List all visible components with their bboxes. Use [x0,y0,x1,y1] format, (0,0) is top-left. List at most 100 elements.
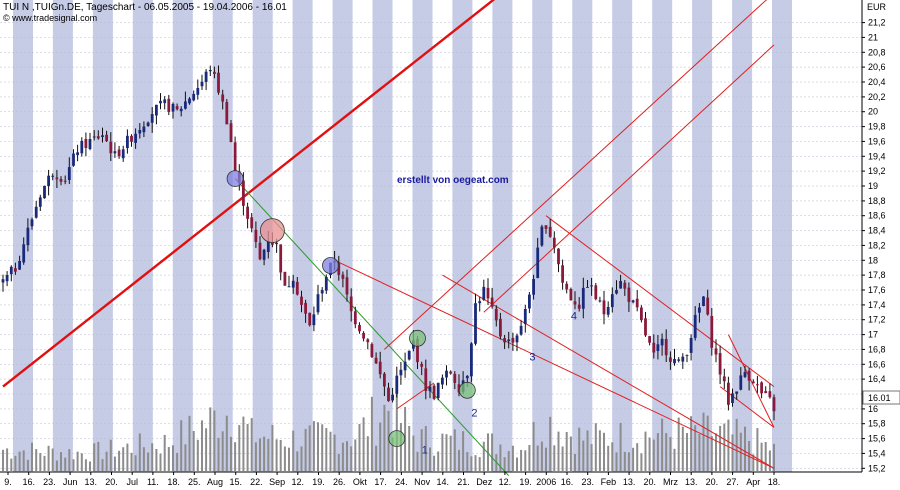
candle-body [652,342,656,353]
x-tick-label: 26. [333,477,346,487]
volume-bar [271,424,274,471]
candle-body [345,277,349,295]
volume-bar [503,457,506,471]
volume-bar [574,453,576,471]
candle-body [295,281,299,295]
candle-body [200,81,204,87]
candle-body [436,382,440,398]
volume-bar [366,436,369,471]
x-tick-label: 16. [561,477,574,487]
candle-body [349,296,353,312]
candle-body [358,324,361,332]
candle-body [727,382,730,405]
volume-bar [458,449,460,471]
candle-body [43,185,46,199]
volume-bar [283,446,286,471]
wave-label: 1 [422,444,428,456]
volume-bar [354,439,357,471]
candle-body [640,307,643,321]
candle-body [474,303,477,344]
final-wedge-upper [727,334,775,428]
volume-bar [491,433,494,471]
volume-bar [735,418,738,471]
candle-body [159,100,162,104]
volume-bar [391,437,394,471]
volume-bar [68,449,71,471]
volume-bar [694,425,697,471]
volume-bar [611,442,614,471]
volume-bar [532,422,535,471]
candle-body [208,70,212,72]
volume-bar [238,425,241,471]
y-tick-label: 15,2 [868,463,886,473]
volume-bar [18,451,21,471]
y-tick-label: 20,4 [868,77,886,87]
volume-bar [296,451,299,471]
week-stripe [772,0,792,472]
volume-bar [437,451,440,471]
candle-body [300,296,303,305]
x-tick-label: 27. [726,477,739,487]
candle-body [109,141,113,154]
x-tick-label: 24. [395,477,408,487]
volume-bar [545,447,547,471]
candle-body [465,375,469,379]
volume-bar [234,442,237,471]
candle-body [710,316,714,348]
x-tick-label: 21. [457,477,470,487]
volume-bar [101,459,104,471]
candle-body [557,248,560,265]
candle-body [656,344,660,351]
volume-bar [760,442,763,471]
y-tick-label: 19,6 [868,136,886,146]
candle-body [353,311,357,325]
candle-body [30,219,34,227]
volume-bar [246,424,249,471]
candle-body [669,357,672,362]
candle-body [544,225,548,229]
volume-bar [474,455,477,471]
candle-body [548,226,552,237]
candle-body [424,368,428,391]
volume-bar [6,448,9,471]
y-tick-label: 19,2 [868,166,886,176]
candle-body [768,391,772,398]
volume-bar [710,436,713,471]
candle-body [121,149,125,159]
candle-body [523,309,527,324]
volume-bar [375,445,378,471]
candle-body [519,325,523,335]
volume-bar [478,457,481,471]
volume-bar [462,431,465,471]
candle-body [403,361,407,371]
x-tick-label: 18. [768,477,781,487]
candle-body [457,384,461,393]
candle-body [76,152,79,156]
x-tick-label: 20. [644,477,657,487]
candle-body [320,290,324,294]
y-tick-label: 16 [868,404,878,414]
volume-bar [524,450,527,471]
volume-bar [138,433,141,471]
volume-bar [196,439,199,471]
candle-body [718,353,722,375]
week-stripe [452,0,473,472]
week-stripe [492,0,513,472]
y-tick-label: 20,8 [868,47,886,57]
volume-bar [64,457,67,471]
candle-body [511,337,515,343]
x-tick-label: 2006 [536,477,556,487]
volume-bar [470,456,473,471]
volume-bar [201,420,203,471]
y-tick-label: 17,8 [868,270,886,280]
volume-bar [690,416,693,471]
candle-body [217,72,220,93]
candle-body [490,297,494,307]
candle-body [441,377,444,385]
y-tick-label: 18,4 [868,226,886,236]
candle-body [84,139,88,148]
candle-body [590,285,593,287]
candle-body [126,135,129,149]
volume-bar [773,443,775,471]
